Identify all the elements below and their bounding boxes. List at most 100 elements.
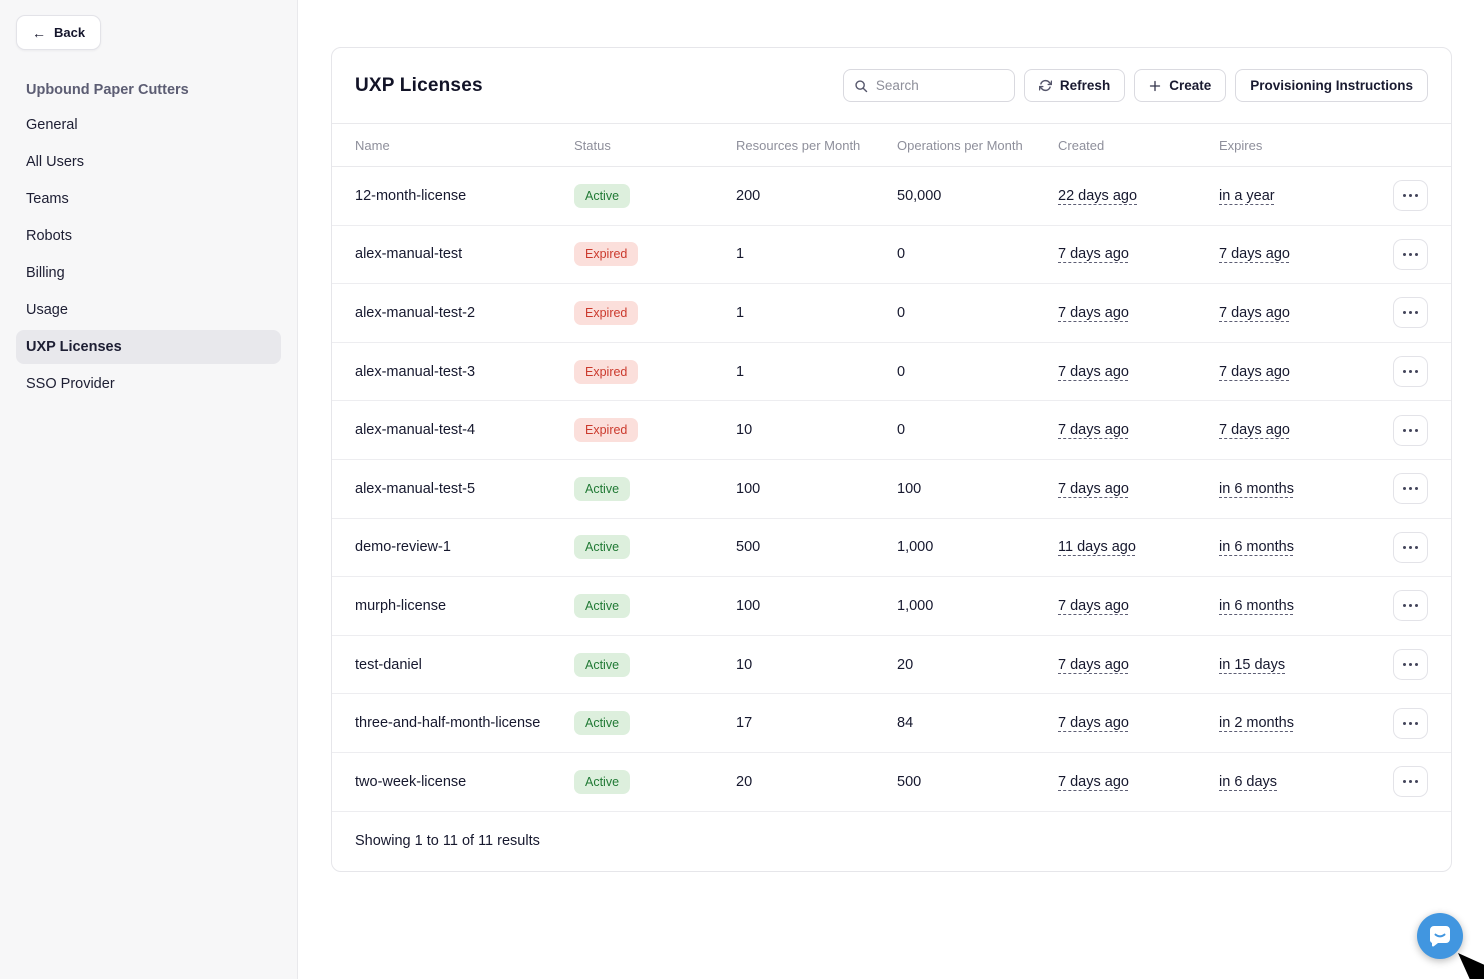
row-actions-button[interactable] xyxy=(1393,766,1428,798)
row-actions-button[interactable] xyxy=(1393,590,1428,622)
created-value[interactable]: 7 days ago xyxy=(1058,480,1129,497)
page-title: UXP Licenses xyxy=(355,74,483,96)
sidebar-item-all-users[interactable]: All Users xyxy=(16,145,281,179)
chat-bubble-icon xyxy=(1428,925,1452,948)
provisioning-instructions-label: Provisioning Instructions xyxy=(1250,78,1413,93)
sidebar-item-sso-provider[interactable]: SSO Provider xyxy=(16,367,281,401)
sidebar-item-label: Robots xyxy=(26,228,72,244)
row-actions-button[interactable] xyxy=(1393,414,1428,446)
expires-value[interactable]: 7 days ago xyxy=(1219,363,1290,380)
plus-icon xyxy=(1149,80,1161,92)
expires-value[interactable]: in 6 days xyxy=(1219,773,1278,790)
create-button[interactable]: Create xyxy=(1134,69,1227,102)
sidebar-nav: General All Users Teams Robots Billing U… xyxy=(16,108,281,401)
sidebar-item-label: All Users xyxy=(26,154,85,170)
expires-value[interactable]: in a year xyxy=(1219,187,1275,204)
expires-value[interactable]: 7 days ago xyxy=(1219,304,1290,321)
column-header-operations: Operations per Month xyxy=(897,137,1023,153)
status-badge: Active xyxy=(574,711,631,736)
created-value[interactable]: 7 days ago xyxy=(1058,656,1129,673)
org-title: Upbound Paper Cutters xyxy=(26,82,189,98)
sidebar-item-teams[interactable]: Teams xyxy=(16,182,281,216)
refresh-icon xyxy=(1038,79,1052,92)
table-body: 12-month-license Active 200 50,000 22 da… xyxy=(332,167,1451,812)
refresh-button[interactable]: Refresh xyxy=(1023,69,1126,102)
created-value[interactable]: 7 days ago xyxy=(1058,597,1129,614)
back-button-label: Back xyxy=(54,25,86,40)
search-box[interactable] xyxy=(842,69,1015,102)
expires-value[interactable]: in 6 months xyxy=(1219,480,1294,497)
status-badge: Expired xyxy=(574,300,639,325)
operations-value: 50,000 xyxy=(897,187,942,204)
status-badge: Expired xyxy=(574,359,639,384)
expires-value[interactable]: in 6 months xyxy=(1219,597,1294,614)
row-actions-button[interactable] xyxy=(1393,707,1428,739)
status-badge: Expired xyxy=(574,242,639,267)
expires-value[interactable]: 7 days ago xyxy=(1219,246,1290,263)
operations-value: 0 xyxy=(897,363,906,380)
row-actions-button[interactable] xyxy=(1393,180,1428,212)
table-row: alex-manual-test-4 Expired 10 0 7 days a… xyxy=(332,401,1451,460)
row-actions-button[interactable] xyxy=(1393,238,1428,270)
created-value[interactable]: 22 days ago xyxy=(1058,187,1138,204)
resources-value: 500 xyxy=(736,539,761,556)
expires-value[interactable]: in 15 days xyxy=(1219,656,1286,673)
license-name: alex-manual-test xyxy=(355,246,463,263)
resources-value: 20 xyxy=(736,773,753,790)
resources-value: 1 xyxy=(736,246,745,263)
created-value[interactable]: 7 days ago xyxy=(1058,363,1129,380)
created-value[interactable]: 7 days ago xyxy=(1058,715,1129,732)
status-badge: Active xyxy=(574,593,631,618)
table-row: alex-manual-test-2 Expired 1 0 7 days ag… xyxy=(332,284,1451,343)
license-name: three-and-half-month-license xyxy=(355,715,541,732)
resources-value: 10 xyxy=(736,656,753,673)
results-summary: Showing 1 to 11 of 11 results xyxy=(355,832,540,849)
sidebar-item-uxp-licenses[interactable]: UXP Licenses xyxy=(16,330,281,364)
created-value[interactable]: 7 days ago xyxy=(1058,246,1129,263)
table-row: alex-manual-test Expired 1 0 7 days ago … xyxy=(332,226,1451,285)
row-actions-button[interactable] xyxy=(1393,649,1428,681)
operations-value: 0 xyxy=(897,246,906,263)
license-name: alex-manual-test-3 xyxy=(355,363,476,380)
table-row: test-daniel Active 10 20 7 days ago in 1… xyxy=(332,636,1451,695)
main-content: UXP Licenses xyxy=(298,0,1484,979)
resources-value: 1 xyxy=(736,363,745,380)
row-actions-button[interactable] xyxy=(1393,297,1428,329)
expires-value[interactable]: 7 days ago xyxy=(1219,422,1290,439)
sidebar-item-label: UXP Licenses xyxy=(26,339,122,355)
back-arrow-icon: ← xyxy=(32,24,46,41)
created-value[interactable]: 7 days ago xyxy=(1058,422,1129,439)
expires-value[interactable]: in 6 months xyxy=(1219,539,1294,556)
row-actions-button[interactable] xyxy=(1393,356,1428,388)
sidebar-item-label: Teams xyxy=(26,191,69,207)
sidebar-item-robots[interactable]: Robots xyxy=(16,219,281,253)
operations-value: 84 xyxy=(897,715,914,732)
created-value[interactable]: 7 days ago xyxy=(1058,304,1129,321)
chat-launcher-button[interactable] xyxy=(1417,913,1463,959)
table-row: alex-manual-test-3 Expired 1 0 7 days ag… xyxy=(332,343,1451,402)
expires-value[interactable]: in 2 months xyxy=(1219,715,1294,732)
created-value[interactable]: 7 days ago xyxy=(1058,773,1129,790)
sidebar-item-general[interactable]: General xyxy=(16,108,281,142)
operations-value: 0 xyxy=(897,422,906,439)
sidebar-item-label: Billing xyxy=(26,265,65,281)
sidebar-item-label: Usage xyxy=(26,302,68,318)
search-input[interactable] xyxy=(875,78,1004,93)
card-header: UXP Licenses xyxy=(332,48,1451,124)
row-actions-button[interactable] xyxy=(1393,473,1428,505)
created-value[interactable]: 11 days ago xyxy=(1058,539,1136,556)
license-name: alex-manual-test-4 xyxy=(355,422,476,439)
sidebar-item-usage[interactable]: Usage xyxy=(16,293,281,327)
back-button[interactable]: ← Back xyxy=(16,15,102,50)
status-badge: Expired xyxy=(574,418,639,443)
row-actions-button[interactable] xyxy=(1393,531,1428,563)
column-header-created: Created xyxy=(1058,137,1105,153)
column-header-status: Status xyxy=(574,137,611,153)
provisioning-instructions-button[interactable]: Provisioning Instructions xyxy=(1235,69,1428,102)
operations-value: 100 xyxy=(897,480,922,497)
operations-value: 20 xyxy=(897,656,914,673)
sidebar-item-label: General xyxy=(26,117,78,133)
search-icon xyxy=(854,79,868,93)
sidebar-item-billing[interactable]: Billing xyxy=(16,256,281,290)
